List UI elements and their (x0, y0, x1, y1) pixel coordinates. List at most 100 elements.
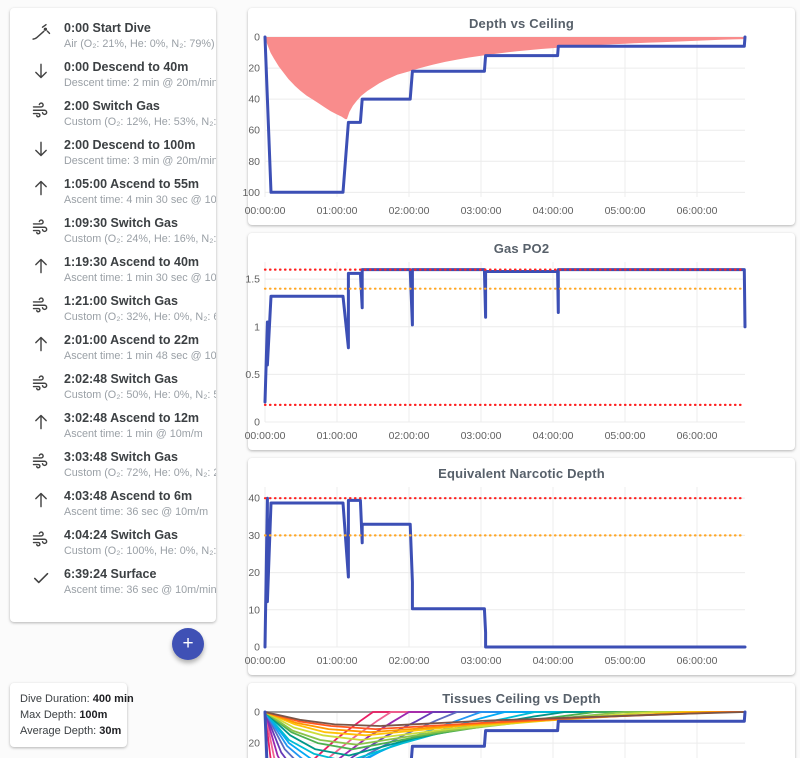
svg-text:0.5: 0.5 (245, 369, 260, 381)
gas-icon (31, 529, 51, 549)
svg-text:1: 1 (254, 321, 260, 333)
svg-text:05:00:00: 05:00:00 (605, 655, 646, 667)
step-subtitle: Ascent time: 36 sec @ 10m/m (64, 506, 209, 518)
svg-text:03:00:00: 03:00:00 (461, 205, 502, 217)
svg-text:00:00:00: 00:00:00 (245, 430, 286, 442)
svg-text:00:00:00: 00:00:00 (245, 205, 286, 217)
check-icon (31, 568, 51, 588)
step-subtitle: Descent time: 2 min @ 20m/min (64, 77, 216, 89)
left-column: 0:00 Start Dive Air (O₂: 21%, He: 0%, N₂:… (10, 8, 216, 747)
svg-text:40: 40 (248, 493, 260, 505)
chart-title: Gas PO2 (493, 241, 550, 256)
dive-duration-value: 400 min (92, 693, 134, 705)
dive-plan-list: 0:00 Start Dive Air (O₂: 21%, He: 0%, N₂:… (10, 8, 216, 622)
step-subtitle: Ascent time: 1 min @ 10m/m (64, 428, 203, 440)
dive-duration-row: Dive Duration: 400 min (20, 691, 134, 707)
dive-step-1[interactable]: 0:00 Start Dive Air (O₂: 21%, He: 0%, N₂:… (10, 21, 216, 60)
charts-column: Depth vs Ceiling 00:00:00 01:00:00 02:00:0… (242, 8, 795, 758)
chart-card-tissues-ceiling: Tissues Ceiling vs Depth 00:00:0001:00:0… (248, 683, 795, 758)
dive-step-5[interactable]: 1:05:00 Ascend to 55m Ascent time: 4 min … (10, 177, 216, 216)
svg-text:00:00:00: 00:00:00 (245, 655, 286, 667)
step-subtitle: Descent time: 3 min @ 20m/min (64, 155, 216, 167)
max-depth-label: Max Depth: (20, 709, 80, 721)
dive-step-8[interactable]: 1:21:00 Switch Gas Custom (O₂: 32%, He: 0… (10, 294, 216, 333)
svg-text:03:00:00: 03:00:00 (461, 655, 502, 667)
svg-text:0: 0 (254, 707, 260, 719)
ascend-icon (31, 256, 51, 276)
svg-text:05:00:00: 05:00:00 (605, 430, 646, 442)
add-step-fab[interactable]: + (172, 628, 204, 660)
step-title: 3:02:48 Ascend to 12m (64, 411, 200, 425)
max-depth-row: Max Depth: 100m (20, 707, 117, 723)
chart-title: Tissues Ceiling vs Depth (442, 691, 601, 706)
step-subtitle: Custom (O₂: 72%, He: 0%, N₂: 28%) (64, 467, 216, 479)
svg-text:02:00:00: 02:00:00 (389, 655, 430, 667)
dive-step-15[interactable]: 6:39:24 Surface Ascent time: 36 sec @ 10m… (10, 567, 216, 606)
svg-text:04:00:00: 04:00:00 (533, 205, 574, 217)
svg-text:0: 0 (254, 32, 260, 44)
step-subtitle: Air (O₂: 21%, He: 0%, N₂: 79%) (64, 38, 215, 50)
step-title: 4:04:24 Switch Gas (64, 528, 178, 542)
step-subtitle: Ascent time: 36 sec @ 10m/min (64, 584, 216, 596)
svg-text:06:00:00: 06:00:00 (677, 205, 718, 217)
step-title: 3:03:48 Switch Gas (64, 450, 178, 464)
step-subtitle: Custom (O₂: 100%, He: 0%, N₂: 0%) (64, 545, 216, 557)
chart-card-gas-po2: Gas PO2 00:00:00 01:00:00 02:00:00 03:00:00… (245, 233, 795, 450)
dive-step-13[interactable]: 4:03:48 Ascend to 6m Ascent time: 36 sec … (10, 489, 216, 528)
dive-step-3[interactable]: 2:00 Switch Gas Custom (O₂: 12%, He: 53%,… (10, 99, 216, 138)
svg-text:02:00:00: 02:00:00 (389, 430, 430, 442)
step-subtitle: Custom (O₂: 32%, He: 0%, N₂: 68%) (64, 311, 216, 323)
svg-text:06:00:00: 06:00:00 (677, 655, 718, 667)
svg-text:80: 80 (248, 156, 260, 168)
gas-icon (31, 295, 51, 315)
dive-step-14[interactable]: 4:04:24 Switch Gas Custom (O₂: 100%, He: … (10, 528, 216, 567)
average-depth-label: Average Depth: (20, 725, 100, 737)
plus-icon: + (182, 633, 194, 654)
step-subtitle: Custom (O₂: 12%, He: 53%, N₂: 35%) (64, 116, 216, 128)
depth-vs-ceiling-chart: 00:00:00 01:00:00 02:00:00 03:00:00 04:00:00… (242, 32, 747, 217)
step-subtitle: Custom (O₂: 50%, He: 0%, N₂: 50%) (64, 389, 216, 401)
svg-text:40: 40 (248, 94, 260, 106)
dive-step-9[interactable]: 2:01:00 Ascend to 22m Ascent time: 1 min … (10, 333, 216, 372)
dive-step-12[interactable]: 3:03:48 Switch Gas Custom (O₂: 72%, He: 0… (10, 450, 216, 489)
step-title: 1:19:30 Ascend to 40m (64, 255, 200, 269)
dive-step-4[interactable]: 2:00 Descend to 100m Descent time: 3 min … (10, 138, 216, 177)
dive-step-10[interactable]: 2:02:48 Switch Gas Custom (O₂: 50%, He: 0… (10, 372, 216, 411)
svg-text:100: 100 (242, 187, 260, 199)
step-title: 2:00 Switch Gas (64, 99, 160, 113)
step-title: 2:01:00 Ascend to 22m (64, 333, 200, 347)
step-subtitle: Ascent time: 1 min 48 sec @ 10m/m (64, 350, 216, 362)
max-depth-value: 100m (79, 709, 108, 721)
average-depth-value: 30m (99, 725, 122, 737)
dive-step-2[interactable]: 0:00 Descend to 40m Descent time: 2 min @… (10, 60, 216, 99)
tissues-ceiling-chart: 00:00:0001:00:0002:00:0003:00:0004:00:00… (248, 707, 747, 758)
dive-step-11[interactable]: 3:02:48 Ascend to 12m Ascent time: 1 min … (10, 411, 216, 450)
dive-duration-label: Dive Duration: (20, 693, 93, 705)
svg-text:20: 20 (248, 63, 260, 75)
chart-title: Depth vs Ceiling (468, 16, 575, 31)
step-title: 2:02:48 Switch Gas (64, 372, 178, 386)
equivalent-narcotic-depth-chart: 00:00:00 01:00:00 02:00:00 03:00:00 04:00:00… (245, 487, 747, 667)
svg-text:1.5: 1.5 (245, 274, 260, 286)
step-title: 0:00 Start Dive (64, 21, 151, 35)
gas-po2-chart: 00:00:00 01:00:00 02:00:00 03:00:00 04:00:00… (245, 262, 747, 442)
chart-title: Equivalent Narcotic Depth (438, 466, 605, 481)
dive-step-6[interactable]: 1:09:30 Switch Gas Custom (O₂: 24%, He: 1… (10, 216, 216, 255)
dive-summary-card: Dive Duration: 400 min Max Depth: 100m A… (10, 683, 134, 747)
svg-text:05:00:00: 05:00:00 (605, 205, 646, 217)
ascend-icon (31, 412, 51, 432)
svg-text:03:00:00: 03:00:00 (461, 430, 502, 442)
average-depth-row: Average Depth: 30m (20, 723, 121, 739)
descend-icon (31, 139, 51, 159)
step-title: 0:00 Descend to 40m (64, 60, 189, 74)
step-title: 1:05:00 Ascend to 55m (64, 177, 200, 191)
chart-card-depth-vs-ceiling: Depth vs Ceiling 00:00:00 01:00:00 02:00:0… (242, 8, 795, 225)
ascend-icon (31, 178, 51, 198)
dive-step-7[interactable]: 1:19:30 Ascend to 40m Ascent time: 1 min … (10, 255, 216, 294)
step-title: 2:00 Descend to 100m (64, 138, 196, 152)
svg-text:60: 60 (248, 125, 260, 137)
svg-text:06:00:00: 06:00:00 (677, 430, 718, 442)
gas-icon (31, 217, 51, 237)
svg-text:10: 10 (248, 604, 260, 616)
svg-text:02:00:00: 02:00:00 (389, 205, 430, 217)
